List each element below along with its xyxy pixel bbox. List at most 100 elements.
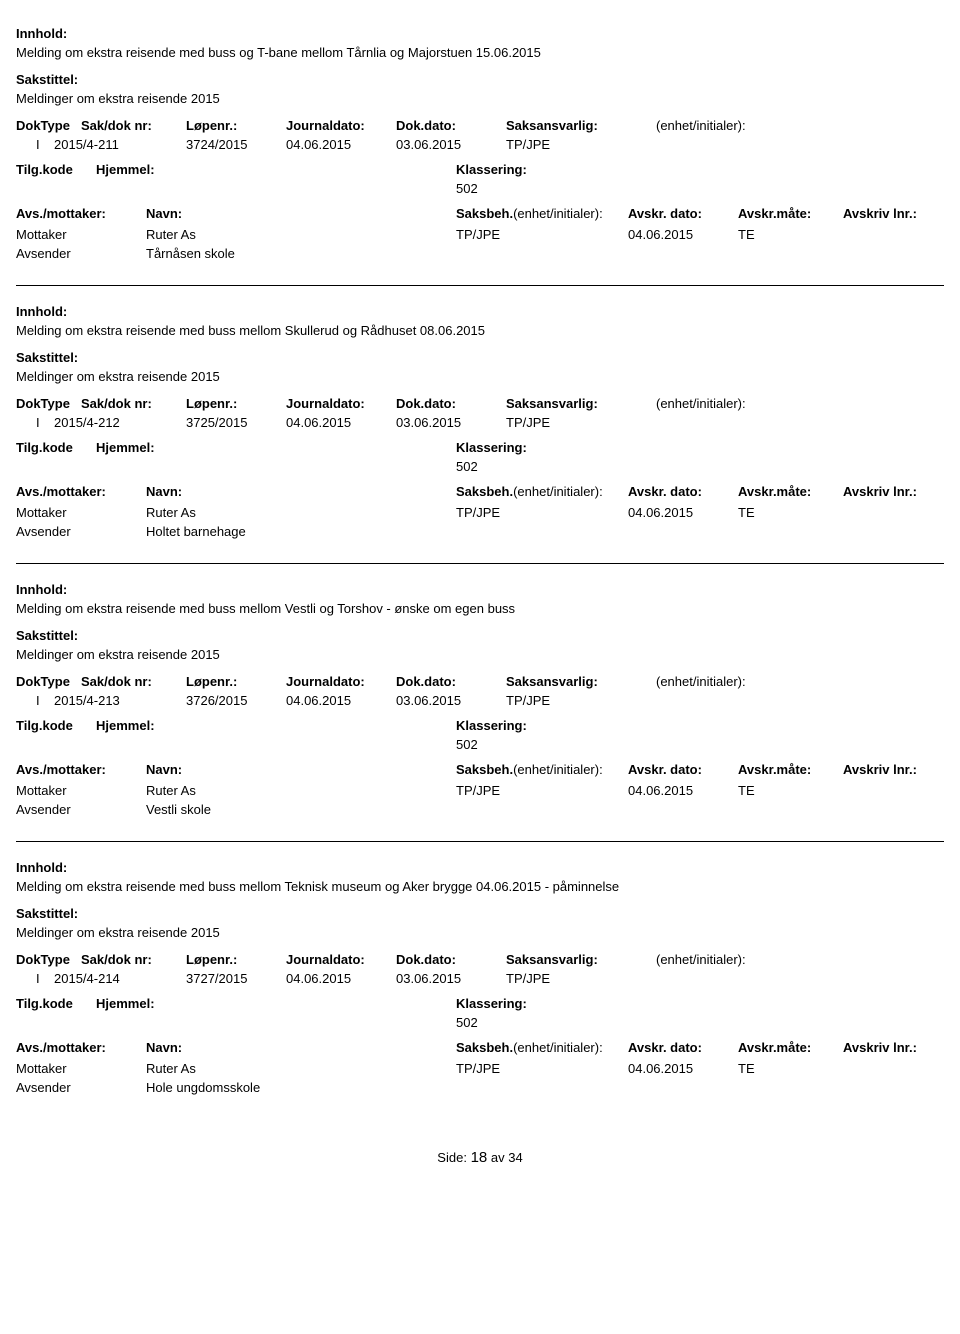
sakdoknr-label: Sak/dok nr: [81, 396, 186, 411]
mottaker-name: Ruter As [146, 1061, 456, 1076]
journaldato-value: 04.06.2015 [286, 415, 396, 430]
sakstittel-label: Sakstittel: [16, 350, 944, 365]
avsender-role: Avsender [16, 1080, 146, 1095]
doktype-label: DokType [16, 396, 81, 411]
lopenr-label: Løpenr.: [186, 118, 286, 133]
avskrmate-value: TE [738, 1061, 843, 1076]
avsmottaker-label: Avs./mottaker: [16, 206, 146, 221]
journaldato-label: Journaldato: [286, 118, 396, 133]
innhold-label: Innhold: [16, 304, 944, 319]
avskrivlnr-label: Avskriv lnr.: [843, 1040, 933, 1055]
enhet-label: (enhet/initialer): [656, 674, 816, 689]
mottaker-row: Mottaker Ruter As TP/JPE 04.06.2015 TE [16, 1061, 944, 1076]
navn-label: Navn: [146, 484, 456, 499]
avskrdato-value: 04.06.2015 [628, 783, 738, 798]
avs-mottaker-header: Avs./mottaker: Navn: Saksbeh.(enhet/init… [16, 1040, 944, 1055]
klassering-label: Klassering: [456, 440, 656, 455]
sakdoknr-label: Sak/dok nr: [81, 674, 186, 689]
data-row: I 2015/4-211 3724/2015 04.06.2015 03.06.… [16, 137, 944, 152]
navn-label: Navn: [146, 762, 456, 777]
doktype-value: I [16, 137, 54, 152]
avskrdato-value: 04.06.2015 [628, 505, 738, 520]
hjemmel-label: Hjemmel: [96, 440, 456, 474]
journal-entry: Innhold: Melding om ekstra reisende med … [16, 568, 944, 842]
avsmottaker-label: Avs./mottaker: [16, 1040, 146, 1055]
tilgkode-label: Tilg.kode [16, 996, 96, 1030]
saksbeh-value: TP/JPE [456, 783, 628, 798]
header-row: DokType Sak/dok nr: Løpenr.: Journaldato… [16, 396, 944, 411]
sakdoknr-label: Sak/dok nr: [81, 952, 186, 967]
page-current: 18 [471, 1149, 488, 1166]
sakstittel-label: Sakstittel: [16, 628, 944, 643]
saksansvarlig-value: TP/JPE [506, 415, 656, 430]
avsender-role: Avsender [16, 524, 146, 539]
lopenr-value: 3726/2015 [186, 693, 286, 708]
mottaker-role: Mottaker [16, 783, 146, 798]
tilgkode-label: Tilg.kode [16, 440, 96, 474]
avsmottaker-label: Avs./mottaker: [16, 762, 146, 777]
saksbeh-label: Saksbeh.(enhet/initialer): [456, 762, 628, 777]
hjemmel-label: Hjemmel: [96, 162, 456, 196]
doktype-label: DokType [16, 118, 81, 133]
tilgkode-label: Tilg.kode [16, 718, 96, 752]
enhet-label: (enhet/initialer): [656, 396, 816, 411]
saksansvarlig-label: Saksansvarlig: [506, 396, 656, 411]
dokdato-value: 03.06.2015 [396, 137, 506, 152]
avskrmate-value: TE [738, 227, 843, 242]
avsender-name: Hole ungdomsskole [146, 1080, 456, 1095]
journaldato-value: 04.06.2015 [286, 137, 396, 152]
innhold-label: Innhold: [16, 26, 944, 41]
avsender-role: Avsender [16, 246, 146, 261]
avsender-row: Avsender Hole ungdomsskole [16, 1080, 944, 1095]
avskrmate-value: TE [738, 783, 843, 798]
klassering-label: Klassering: [456, 996, 656, 1011]
klassering-value: 502 [456, 459, 656, 474]
mottaker-row: Mottaker Ruter As TP/JPE 04.06.2015 TE [16, 783, 944, 798]
avskrmate-label: Avskr.måte: [738, 206, 843, 221]
innhold-label: Innhold: [16, 860, 944, 875]
innhold-text: Melding om ekstra reisende med buss mell… [16, 323, 944, 338]
data-row: I 2015/4-213 3726/2015 04.06.2015 03.06.… [16, 693, 944, 708]
doktype-value: I [16, 971, 54, 986]
mottaker-role: Mottaker [16, 227, 146, 242]
lopenr-label: Løpenr.: [186, 952, 286, 967]
hjemmel-row: Tilg.kode Hjemmel: Klassering: 502 [16, 162, 944, 196]
lopenr-value: 3725/2015 [186, 415, 286, 430]
journal-entry: Innhold: Melding om ekstra reisende med … [16, 12, 944, 286]
hjemmel-row: Tilg.kode Hjemmel: Klassering: 502 [16, 996, 944, 1030]
avsender-role: Avsender [16, 802, 146, 817]
avskrivlnr-label: Avskriv lnr.: [843, 484, 933, 499]
avs-mottaker-header: Avs./mottaker: Navn: Saksbeh.(enhet/init… [16, 762, 944, 777]
avskrmate-label: Avskr.måte: [738, 762, 843, 777]
doktype-value: I [16, 415, 54, 430]
avskrdato-label: Avskr. dato: [628, 206, 738, 221]
header-row: DokType Sak/dok nr: Løpenr.: Journaldato… [16, 118, 944, 133]
hjemmel-label: Hjemmel: [96, 718, 456, 752]
sakdoknr-value: 2015/4-214 [54, 971, 186, 986]
avskrdato-label: Avskr. dato: [628, 1040, 738, 1055]
enhet-label: (enhet/initialer): [656, 118, 816, 133]
avskrmate-label: Avskr.måte: [738, 484, 843, 499]
innhold-text: Melding om ekstra reisende med buss og T… [16, 45, 944, 60]
sakstittel-text: Meldinger om ekstra reisende 2015 [16, 647, 944, 662]
navn-label: Navn: [146, 206, 456, 221]
lopenr-label: Løpenr.: [186, 674, 286, 689]
avskrdato-value: 04.06.2015 [628, 227, 738, 242]
saksansvarlig-value: TP/JPE [506, 971, 656, 986]
avsender-row: Avsender Vestli skole [16, 802, 944, 817]
mottaker-name: Ruter As [146, 505, 456, 520]
sakdoknr-value: 2015/4-212 [54, 415, 186, 430]
mottaker-row: Mottaker Ruter As TP/JPE 04.06.2015 TE [16, 505, 944, 520]
avskrmate-value: TE [738, 505, 843, 520]
saksansvarlig-value: TP/JPE [506, 137, 656, 152]
doktype-value: I [16, 693, 54, 708]
lopenr-value: 3724/2015 [186, 137, 286, 152]
dokdato-label: Dok.dato: [396, 118, 506, 133]
klassering-label: Klassering: [456, 162, 656, 177]
avsmottaker-label: Avs./mottaker: [16, 484, 146, 499]
mottaker-role: Mottaker [16, 1061, 146, 1076]
avsender-row: Avsender Tårnåsen skole [16, 246, 944, 261]
klassering-value: 502 [456, 1015, 656, 1030]
sakstittel-label: Sakstittel: [16, 906, 944, 921]
saksbeh-label: Saksbeh.(enhet/initialer): [456, 206, 628, 221]
